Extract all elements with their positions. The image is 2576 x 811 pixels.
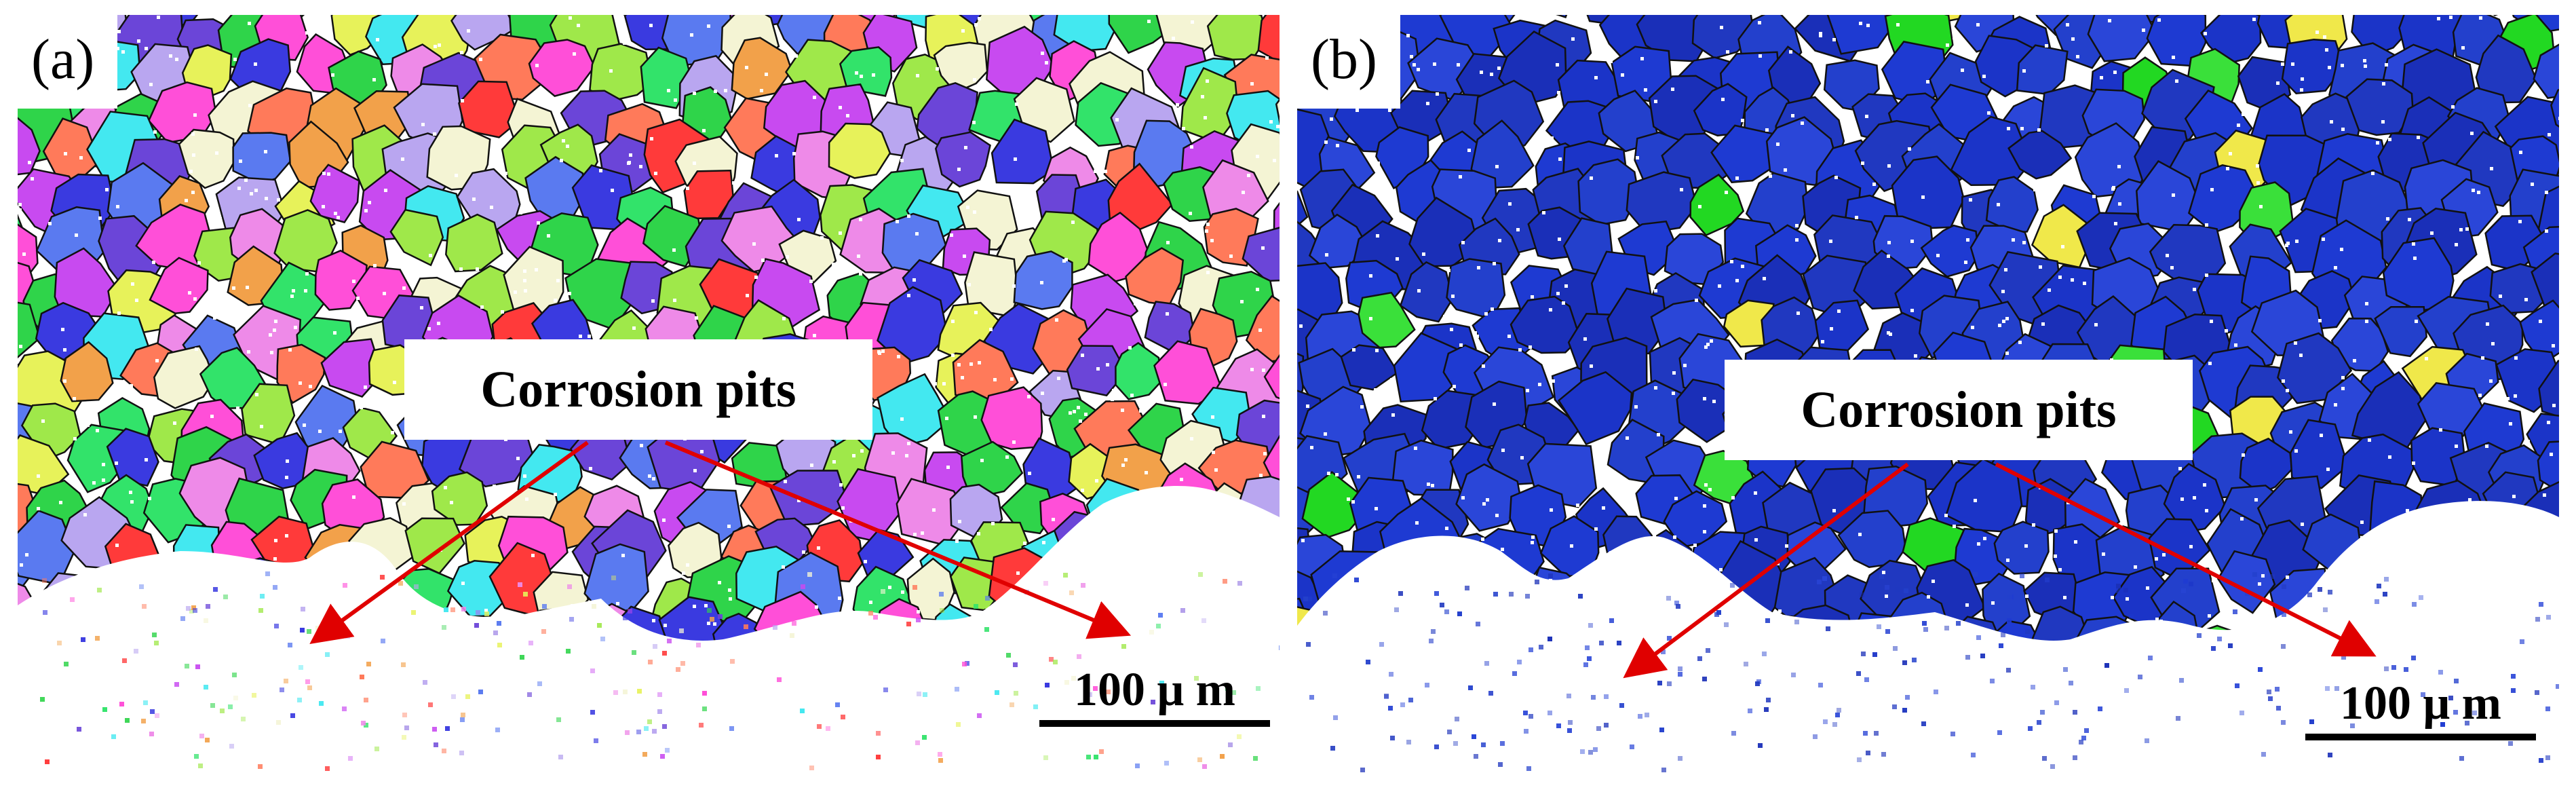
pit-arrow xyxy=(309,440,589,645)
corrosion-pit-region xyxy=(18,486,1280,782)
pit-arrow xyxy=(1995,462,2377,657)
ebsd-map-panel-a: (a) Corrosion pits 100 μ m xyxy=(18,15,1280,782)
scale-bar-line xyxy=(2305,734,2536,740)
panel-label: (a) xyxy=(18,15,118,109)
corrosion-pits-label: Corrosion pits xyxy=(1725,360,2193,460)
pit-debris xyxy=(40,571,1280,771)
scale-bar-line xyxy=(1039,720,1270,727)
scale-bar: 100 μ m xyxy=(2305,677,2536,740)
grain-map xyxy=(18,15,1280,685)
corrosion-pits-label: Corrosion pits xyxy=(404,339,872,440)
ipf-map-image xyxy=(18,15,1280,782)
scale-bar-label: 100 μ m xyxy=(1074,664,1235,716)
grain-map xyxy=(1297,15,2559,689)
pit-arrow xyxy=(1623,462,1909,679)
ebsd-map-panel-b: (b) Corrosion pits 100 μ m xyxy=(1297,15,2559,782)
panel-label: (b) xyxy=(1297,15,1400,109)
corrosion-pit-region xyxy=(1297,501,2559,782)
scale-bar: 100 μ m xyxy=(1039,664,1270,727)
pit-arrow xyxy=(664,440,1132,639)
scale-bar-label: 100 μ m xyxy=(2340,677,2501,730)
boundary-speckles xyxy=(18,16,1280,629)
kam-map-image xyxy=(1297,15,2559,782)
pit-debris xyxy=(1303,572,2559,772)
